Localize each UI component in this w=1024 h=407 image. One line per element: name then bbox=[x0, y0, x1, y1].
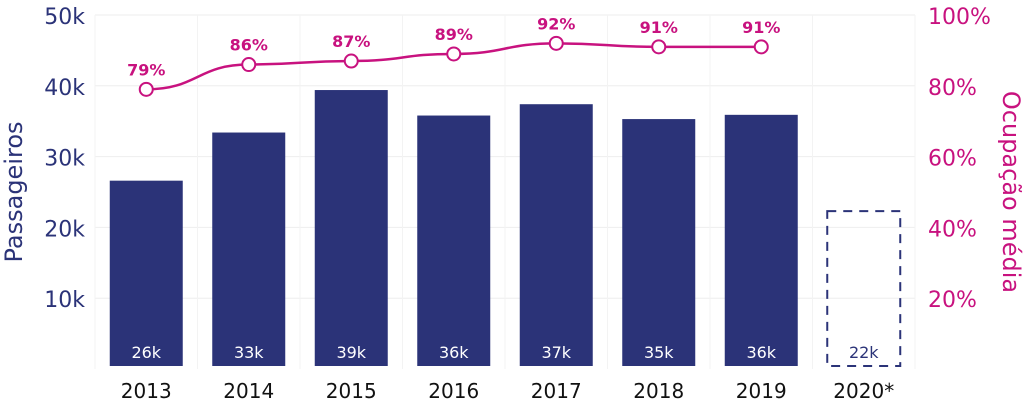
bar bbox=[212, 132, 286, 366]
bar-value-label: 26k bbox=[131, 343, 161, 362]
bar bbox=[314, 90, 388, 366]
occupancy-point bbox=[343, 53, 359, 69]
bar-value-label: 22k bbox=[849, 343, 879, 362]
occupancy-point bbox=[548, 35, 564, 51]
x-tick-label: 2015 bbox=[326, 379, 377, 403]
y-right-tick-label: 100% bbox=[928, 5, 991, 30]
x-tick-label: 2020* bbox=[833, 379, 894, 403]
x-tick-label: 2019 bbox=[736, 379, 787, 403]
bar bbox=[109, 180, 183, 366]
bar-projected bbox=[826, 210, 902, 367]
y-right-tick-label: 60% bbox=[928, 147, 977, 172]
bar bbox=[417, 115, 491, 366]
x-tick-label: 2017 bbox=[531, 379, 582, 403]
y-tick-label: 30k bbox=[44, 147, 85, 172]
x-tick-label: 2018 bbox=[633, 379, 684, 403]
y-tick-label: 40k bbox=[44, 76, 85, 101]
bar-value-label: 35k bbox=[644, 343, 674, 362]
bar bbox=[724, 114, 798, 366]
bar-value-label: 37k bbox=[541, 343, 571, 362]
bar bbox=[622, 119, 696, 367]
occupancy-point bbox=[241, 57, 257, 73]
occupancy-point bbox=[753, 39, 769, 55]
y-tick-label: 10k bbox=[44, 288, 85, 313]
occupancy-point bbox=[138, 81, 154, 97]
y-tick-label: 50k bbox=[44, 5, 85, 30]
bar-value-label: 36k bbox=[746, 343, 776, 362]
bar-value-label: 39k bbox=[336, 343, 366, 362]
occupancy-value-label: 86% bbox=[230, 36, 268, 55]
occupancy-value-label: 91% bbox=[742, 18, 780, 37]
bar-value-label: 33k bbox=[234, 343, 264, 362]
y-right-axis-label: Ocupação média bbox=[997, 91, 1024, 293]
occupancy-value-label: 91% bbox=[640, 18, 678, 37]
bar bbox=[519, 104, 593, 366]
bar-value-label: 36k bbox=[439, 343, 469, 362]
occupancy-point bbox=[446, 46, 462, 62]
x-tick-label: 2014 bbox=[223, 379, 274, 403]
occupancy-value-label: 87% bbox=[332, 32, 370, 51]
occupancy-value-label: 92% bbox=[537, 14, 575, 33]
occupancy-point bbox=[651, 39, 667, 55]
y-right-tick-label: 80% bbox=[928, 76, 977, 101]
y-axis-label: Passageiros bbox=[0, 121, 28, 262]
y-right-tick-label: 40% bbox=[928, 217, 977, 242]
occupancy-value-label: 89% bbox=[435, 25, 473, 44]
x-tick-label: 2016 bbox=[428, 379, 479, 403]
y-tick-label: 20k bbox=[44, 217, 85, 242]
y-right-tick-label: 20% bbox=[928, 288, 977, 313]
occupancy-value-label: 79% bbox=[127, 60, 165, 79]
x-tick-label: 2013 bbox=[121, 379, 172, 403]
